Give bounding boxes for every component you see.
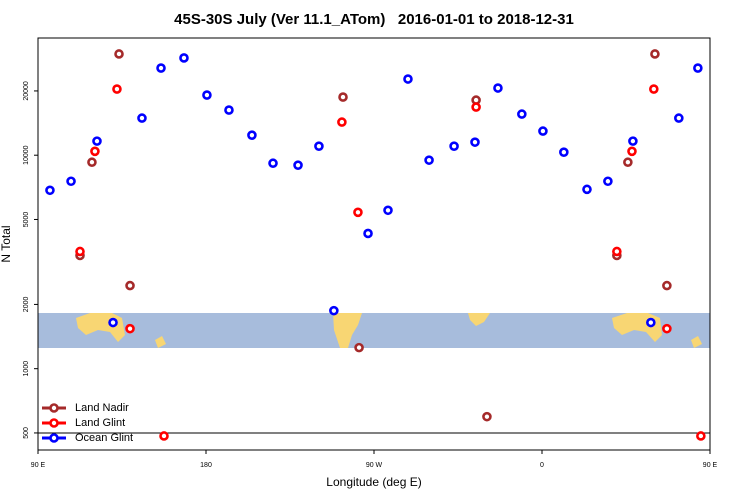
point (383, 205, 393, 216)
point (696, 431, 706, 441)
point (108, 317, 118, 328)
x-tick-label: 180 (200, 462, 212, 469)
point (693, 63, 703, 73)
point (603, 176, 613, 187)
point (338, 92, 348, 102)
point (517, 109, 527, 119)
point (92, 136, 102, 146)
point (612, 246, 622, 257)
point (424, 155, 434, 165)
point (114, 49, 124, 59)
point (90, 146, 100, 157)
point (471, 102, 481, 112)
point (493, 83, 503, 93)
point (112, 84, 122, 94)
point (179, 53, 189, 63)
y-tick-label: 500 (23, 427, 30, 439)
y-tick-label: 1000 (23, 361, 30, 377)
point (627, 146, 637, 157)
legend-label: Land Glint (75, 417, 125, 429)
point (353, 207, 363, 218)
point (75, 246, 85, 257)
point (202, 90, 212, 100)
y-tick-label: 5000 (23, 212, 30, 228)
point (314, 141, 324, 151)
y-tick-label: 10000 (23, 145, 30, 165)
point (538, 126, 548, 136)
point (403, 74, 413, 84)
point (293, 160, 303, 170)
point (623, 157, 633, 168)
point (337, 117, 347, 127)
point (45, 185, 55, 196)
legend-marker (49, 418, 59, 428)
point (247, 130, 257, 140)
point (268, 158, 278, 169)
x-axis-label: Longitude (deg E) (326, 475, 421, 489)
point (646, 317, 656, 328)
x-tick-label: 90 E (703, 462, 718, 469)
point (649, 84, 659, 94)
legend-marker (49, 403, 59, 413)
point (329, 305, 339, 316)
point (470, 137, 480, 147)
point (628, 136, 638, 146)
x-tick-label: 90 E (31, 462, 46, 469)
point (354, 342, 364, 353)
point (137, 113, 147, 123)
point (674, 113, 684, 123)
point (125, 323, 135, 334)
legend-marker (49, 433, 59, 443)
chart-title: 45S-30S July (Ver 11.1_ATom) 2016-01-01 … (174, 11, 574, 28)
point (156, 63, 166, 73)
point (582, 184, 592, 195)
y-tick-label: 2000 (23, 297, 30, 313)
point (662, 280, 672, 291)
point (363, 228, 373, 239)
point (66, 176, 76, 187)
point (482, 411, 492, 422)
point (650, 49, 660, 59)
map-strip (38, 313, 710, 348)
x-tick-label: 90 W (366, 462, 383, 469)
point (87, 157, 97, 168)
plot-frame (37, 37, 711, 451)
legend-label: Ocean Glint (75, 432, 133, 444)
legend-label: Land Nadir (75, 402, 129, 414)
point (662, 323, 672, 334)
point (224, 105, 234, 115)
y-tick-label: 20000 (23, 81, 30, 101)
point (449, 141, 459, 151)
point (125, 280, 135, 291)
x-tick-label: 0 (540, 462, 544, 469)
point (159, 431, 169, 441)
y-axis-label: N Total (0, 225, 13, 262)
point (559, 147, 569, 157)
